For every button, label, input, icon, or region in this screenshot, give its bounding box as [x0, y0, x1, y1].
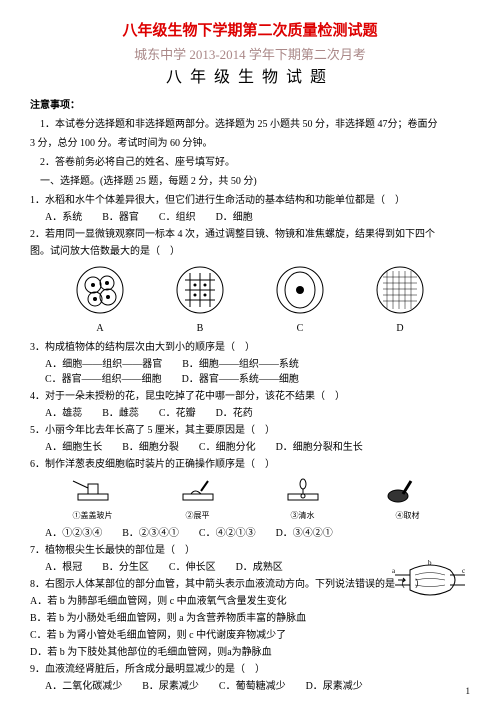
q7-d: D．成熟区	[236, 560, 283, 575]
q5-b: B．细胞分裂	[122, 440, 179, 455]
fig-d-icon	[375, 265, 425, 315]
q9-c: C．葡萄糖减少	[219, 679, 286, 694]
q6-d: D．③④②①	[276, 526, 333, 541]
q1-opts: A．系统 B．器官 C．组织 D．细胞	[45, 210, 470, 225]
q9-d: D．尿素减少	[306, 679, 363, 694]
q4-d: D．花药	[216, 406, 253, 421]
step-1-icon: ①盖盖玻片	[65, 476, 120, 522]
q1-d: D．细胞	[216, 210, 253, 225]
subtitle: 城东中学 2013-2014 学年下期第二次月考	[30, 45, 470, 65]
q3-b: B．细胞——组织——系统	[182, 357, 299, 372]
q3-opts-2: C．器官——组织——细胞 D．器官——系统——细胞	[45, 372, 470, 387]
q5-d: D．细胞分裂和生长	[276, 440, 363, 455]
notice-1b: 3 分，总分 100 分。考试时间为 60 分钟。	[30, 136, 470, 151]
q7-c: C．伸长区	[169, 560, 216, 575]
q5-stem: 5．小丽今年比去年长高了 5 厘米，其主要原因是（ ）	[30, 423, 470, 438]
q7-b: B．分生区	[102, 560, 149, 575]
q8-b: B．若 b 为小肠处毛细血管网，则 a 为含营养物质丰富的静脉血	[30, 611, 470, 626]
fig-a-icon	[75, 265, 125, 315]
cell-figures	[50, 265, 450, 315]
q5-opts: A．细胞生长 B．细胞分裂 C．细胞分化 D．细胞分裂和生长	[45, 440, 470, 455]
notice-head: 注意事项：	[30, 98, 470, 113]
q2-stem2: 图。试问放大倍数最大的是（ ）	[30, 244, 470, 259]
q6-c: C．④②①③	[199, 526, 256, 541]
q3-c: C．器官——组织——细胞	[45, 372, 162, 387]
q9-opts: A．二氧化碳减少 B．尿素减少 C．葡萄糖减少 D．尿素减少	[45, 679, 470, 694]
q6-b: B．②③④①	[122, 526, 179, 541]
q6-stem: 6．制作洋葱表皮细胞临时装片的正确操作顺序是（ ）	[30, 457, 470, 472]
q4-b: B．雌蕊	[102, 406, 139, 421]
step-4-icon: ④取材	[380, 476, 435, 522]
svg-text:a: a	[392, 567, 396, 575]
notice-2: 2．答卷前务必将自己的姓名、座号填写好。	[40, 155, 470, 170]
q3-d: D．器官——系统——细胞	[182, 372, 299, 387]
lbl-b: B	[175, 321, 225, 336]
q1-a: A．系统	[45, 210, 82, 225]
lbl-a: A	[75, 321, 125, 336]
step-2-icon: ②展平	[170, 476, 225, 522]
q9-a: A．二氧化碳减少	[45, 679, 122, 694]
svg-text:c: c	[462, 567, 465, 575]
q9-stem: 9．血液流经肾脏后，所含成分最明显减少的是（ ）	[30, 662, 470, 677]
q6-opts: A．①②③④ B．②③④① C．④②①③ D．③④②①	[45, 526, 470, 541]
q4-stem: 4．对于一朵未授粉的花，昆虫吃掉了花中哪一部分，该花不结果（ ）	[30, 389, 470, 404]
q8-c: C．若 b 为肾小管处毛细血管网，则 c 中代谢废弃物减少了	[30, 628, 470, 643]
q9-b: B．尿素减少	[142, 679, 199, 694]
fig-labels: A B C D	[50, 321, 450, 336]
q1-stem: 1．水稻和水牛个体差异很大，但它们进行生命活动的基本结构和功能单位都是（ ）	[30, 193, 470, 208]
q1-c: C．组织	[159, 210, 196, 225]
lbl-d: D	[375, 321, 425, 336]
fig-c-icon	[275, 265, 325, 315]
fig-b-icon	[175, 265, 225, 315]
q4-a: A．雄蕊	[45, 406, 82, 421]
svg-text:b: b	[428, 559, 432, 567]
q8-d: D．若 b 为下肢处其他部位的毛细血管网，则a为静脉血	[30, 645, 470, 660]
exam-page: 八年级生物下学期第二次质量检测试题 城东中学 2013-2014 学年下期第二次…	[0, 0, 500, 706]
q5-c: C．细胞分化	[199, 440, 256, 455]
q6-a: A．①②③④	[45, 526, 102, 541]
lbl-c: C	[275, 321, 325, 336]
q1-b: B．器官	[102, 210, 139, 225]
q7-a: A．根冠	[45, 560, 82, 575]
page-number: 1	[466, 685, 471, 699]
notice-1: 1．本试卷分选择题和非选择题两部分。选择题为 25 小题共 50 分，非选择题 …	[40, 117, 470, 132]
q5-a: A．细胞生长	[45, 440, 102, 455]
q4-opts: A．雄蕊 B．雌蕊 C．花瓣 D．花药	[45, 406, 470, 421]
q4-c: C．花瓣	[159, 406, 196, 421]
q3-stem: 3．构成植物体的结构层次由大到小的顺序是（ ）	[30, 340, 470, 355]
blood-vessel-icon: a b c	[390, 555, 470, 605]
q3-a: A．细胞——组织——器官	[45, 357, 162, 372]
slide-steps: ①盖盖玻片 ②展平 ③清水 ④取材	[40, 476, 460, 522]
q2-stem: 2．若用同一显微镜观察同一标本 4 次，通过调整目镜、物镜和准焦螺旋，结果得到如…	[30, 227, 470, 242]
title-main: 八年级生物下学期第二次质量检测试题	[30, 20, 470, 43]
subtitle-2: 八年级生物试题	[30, 66, 470, 90]
step-3-icon: ③清水	[275, 476, 330, 522]
q3-opts-1: A．细胞——组织——器官 B．细胞——组织——系统	[45, 357, 470, 372]
section-head: 一、选择题。(选择题 25 题，每题 2 分，共 50 分)	[40, 174, 470, 189]
